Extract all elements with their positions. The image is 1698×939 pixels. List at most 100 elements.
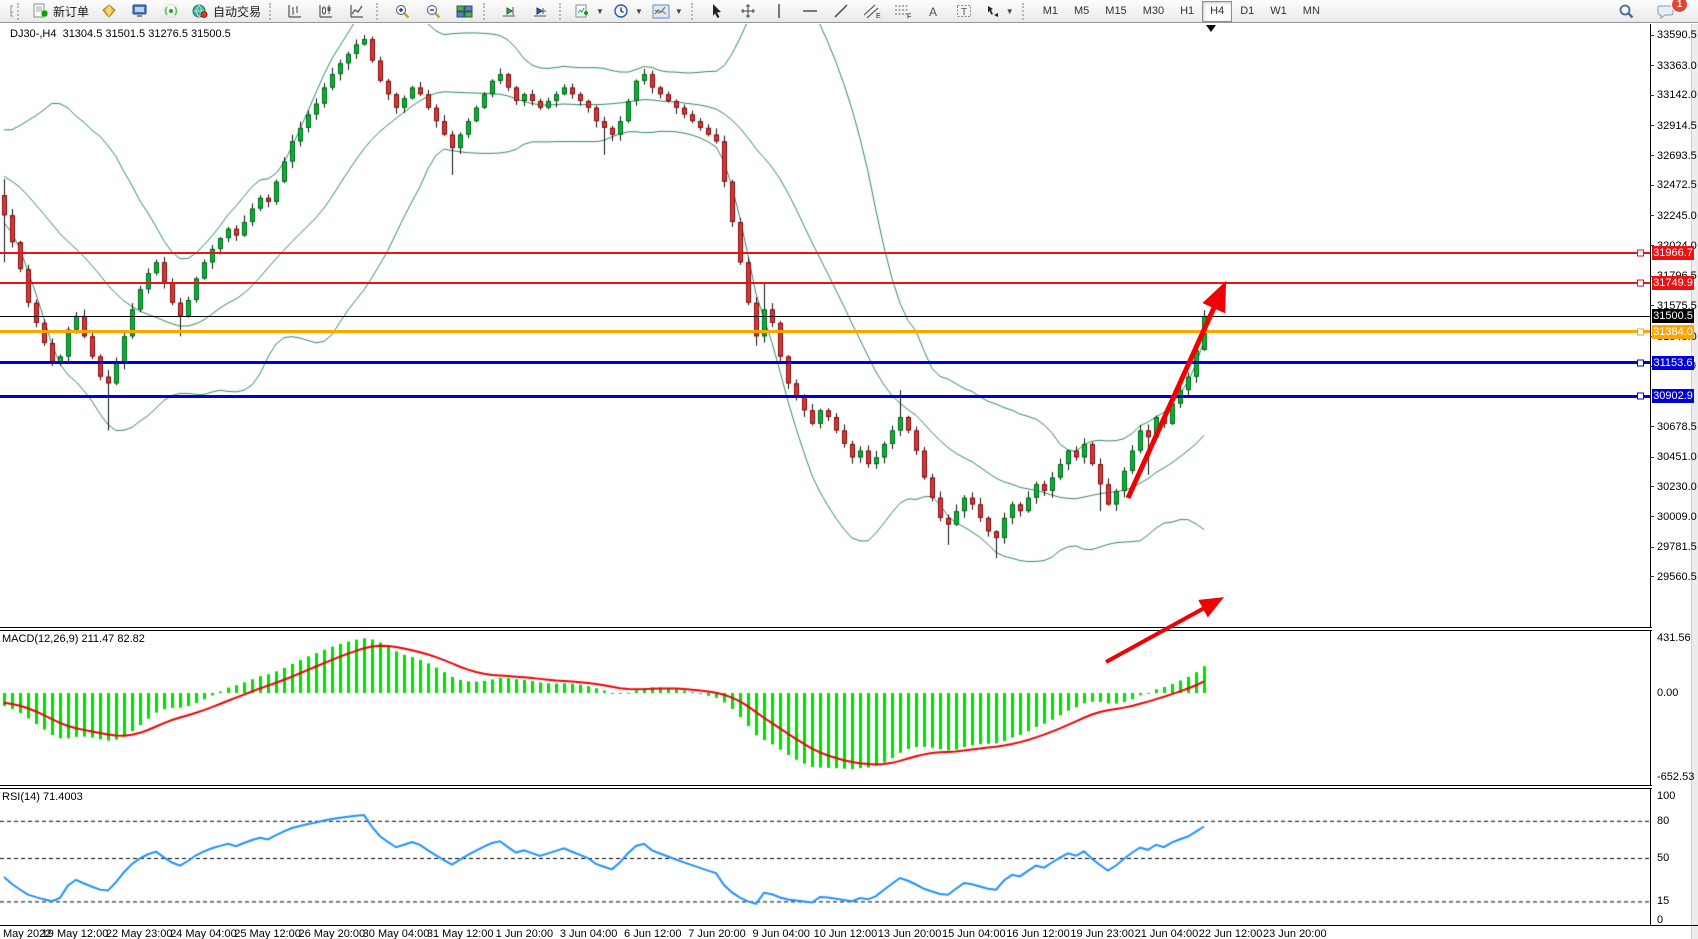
hline-drag-marker[interactable] <box>1637 328 1644 336</box>
hline-drag-marker[interactable] <box>1637 249 1644 257</box>
auto-scroll-button[interactable] <box>494 0 524 22</box>
toolbar-grip <box>269 2 275 20</box>
price-axis-tick <box>1650 305 1654 307</box>
time-axis-label: 24 May 04:00 <box>170 928 237 939</box>
timeframe-mn[interactable]: MN <box>1302 5 1320 17</box>
price-axis-tick <box>1650 94 1654 96</box>
hline-31500.5[interactable] <box>0 315 1650 317</box>
timeframe-w1[interactable]: W1 <box>1270 5 1287 17</box>
timeframe-m30[interactable]: M30 <box>1142 5 1165 17</box>
new-order-button[interactable]: 新订单 <box>28 0 93 22</box>
chart-shift-button[interactable] <box>525 0 555 22</box>
market-watch-button[interactable] <box>94 0 124 22</box>
toolbar: 新订单 自动交易 <box>0 0 1698 23</box>
time-axis-label: 6 Jun 12:00 <box>624 928 682 939</box>
auto-scroll-icon <box>501 3 517 19</box>
timeframe-h4[interactable]: H4 <box>1202 0 1233 22</box>
vertical-line-icon <box>772 3 786 19</box>
indicators-button[interactable]: ▼ <box>570 0 608 22</box>
tile-windows-button[interactable] <box>449 0 479 22</box>
rsi-axis-tick-label: 15 <box>1657 895 1670 908</box>
hline-31384.0[interactable] <box>0 328 1650 336</box>
periods-button[interactable]: ▼ <box>609 0 647 22</box>
arrows-tool-button[interactable]: ▼ <box>981 0 1018 22</box>
hline-drag-marker[interactable] <box>1637 392 1644 400</box>
toolbar-grip <box>1021 2 1028 20</box>
crosshair-icon <box>740 3 756 19</box>
channel-icon: E <box>863 3 881 19</box>
hline-drag-marker[interactable] <box>1637 279 1644 287</box>
price-axis-tick <box>1650 456 1654 458</box>
rsi-axis-tick-label: 80 <box>1657 814 1670 827</box>
new-order-label: 新订单 <box>53 4 90 19</box>
price-axis-line <box>1650 24 1651 925</box>
rsi-axis-tick-label: 100 <box>1657 790 1676 802</box>
text-tool-button[interactable]: A <box>919 0 949 22</box>
rsi-panel-separator[interactable] <box>0 785 1652 789</box>
price-axis-tick-label: 32472.5 <box>1657 179 1697 192</box>
toolbar-right-group: 1 <box>1611 0 1695 22</box>
autotrading-globe-icon <box>191 3 209 19</box>
trend-arrow-main[interactable] <box>1125 280 1227 500</box>
timeframe-m15[interactable]: M15 <box>1105 5 1127 17</box>
hline-31749.9[interactable] <box>0 279 1650 287</box>
candlestick-icon <box>318 3 334 19</box>
timeframe-m1[interactable]: M1 <box>1042 5 1058 17</box>
hline-31966.7[interactable] <box>0 249 1650 257</box>
zoom-in-button[interactable] <box>387 0 417 22</box>
fibonacci-icon: F <box>894 3 912 19</box>
notifications-button[interactable]: 1 <box>1651 0 1688 22</box>
chart-shift-marker[interactable] <box>1206 25 1216 32</box>
time-axis-label: 1 Jun 20:00 <box>495 928 554 939</box>
candlestick-mode-button[interactable] <box>311 0 341 22</box>
hline-31153.6[interactable] <box>0 359 1650 367</box>
add-indicator-icon <box>574 3 591 20</box>
terminal-button[interactable] <box>125 0 155 22</box>
rsi-axis-tick-label: 50 <box>1657 852 1670 864</box>
broadcast-signal-icon <box>162 3 180 19</box>
time-axis-label: May 2022 <box>3 928 52 939</box>
hline-drag-marker[interactable] <box>1637 359 1644 367</box>
bar-chart-mode-button[interactable] <box>280 0 310 22</box>
zoom-out-button[interactable] <box>418 0 448 22</box>
line-chart-icon <box>349 3 365 19</box>
price-chart-canvas[interactable] <box>0 24 1650 925</box>
search-button[interactable] <box>1611 0 1641 22</box>
macd-axis-tick-label: 431.56 <box>1657 631 1691 644</box>
price-axis-tick <box>1650 125 1654 127</box>
line-chart-mode-button[interactable] <box>342 0 372 22</box>
autotrading-button[interactable]: 自动交易 <box>187 0 265 22</box>
hline-30902.9[interactable] <box>0 392 1650 400</box>
templates-button[interactable]: ▼ <box>648 0 687 22</box>
fibonacci-tool-button[interactable]: F <box>888 0 918 22</box>
price-axis-tick-label: 30230.0 <box>1657 480 1697 493</box>
price-axis-tick <box>1650 245 1654 247</box>
cursor-tool-button[interactable] <box>702 0 732 22</box>
time-axis-label: 21 Jun 04:00 <box>1134 928 1199 939</box>
horizontal-line-icon <box>802 4 818 18</box>
text-label-tool-button[interactable]: T <box>950 0 980 22</box>
price-axis-tick-label: 32245.0 <box>1657 209 1697 222</box>
horizontal-line-tool-button[interactable] <box>795 0 825 22</box>
trend-arrow-macd[interactable] <box>1105 597 1225 664</box>
price-axis-tick-label: 29560.5 <box>1657 570 1697 583</box>
trendline-tool-button[interactable] <box>826 0 856 22</box>
vertical-line-tool-button[interactable] <box>764 0 794 22</box>
hline-price-label: 31153.6 <box>1652 355 1694 370</box>
signal-button[interactable] <box>156 0 186 22</box>
dropdown-caret-icon: ▼ <box>596 6 604 16</box>
timeframe-m5[interactable]: M5 <box>1074 5 1090 17</box>
timeframe-group: M1 M5 M15 M30 H1 H4 D1 W1 MN <box>1035 0 1328 22</box>
hline-price-label: 31384.0 <box>1652 324 1694 339</box>
hline-price-label: 31966.7 <box>1652 246 1694 261</box>
equidistant-channel-tool-button[interactable]: E <box>857 0 887 22</box>
crosshair-tool-button[interactable] <box>733 0 763 22</box>
text-label-icon: T <box>956 3 973 19</box>
timeframe-d1[interactable]: D1 <box>1240 5 1255 17</box>
timeframe-h1[interactable]: H1 <box>1180 5 1195 17</box>
autotrading-label: 自动交易 <box>213 4 262 19</box>
time-axis-label: 19 Jun 23:00 <box>1070 928 1134 939</box>
macd-panel-separator[interactable] <box>0 627 1652 631</box>
arrows-shapes-icon <box>985 3 1001 19</box>
